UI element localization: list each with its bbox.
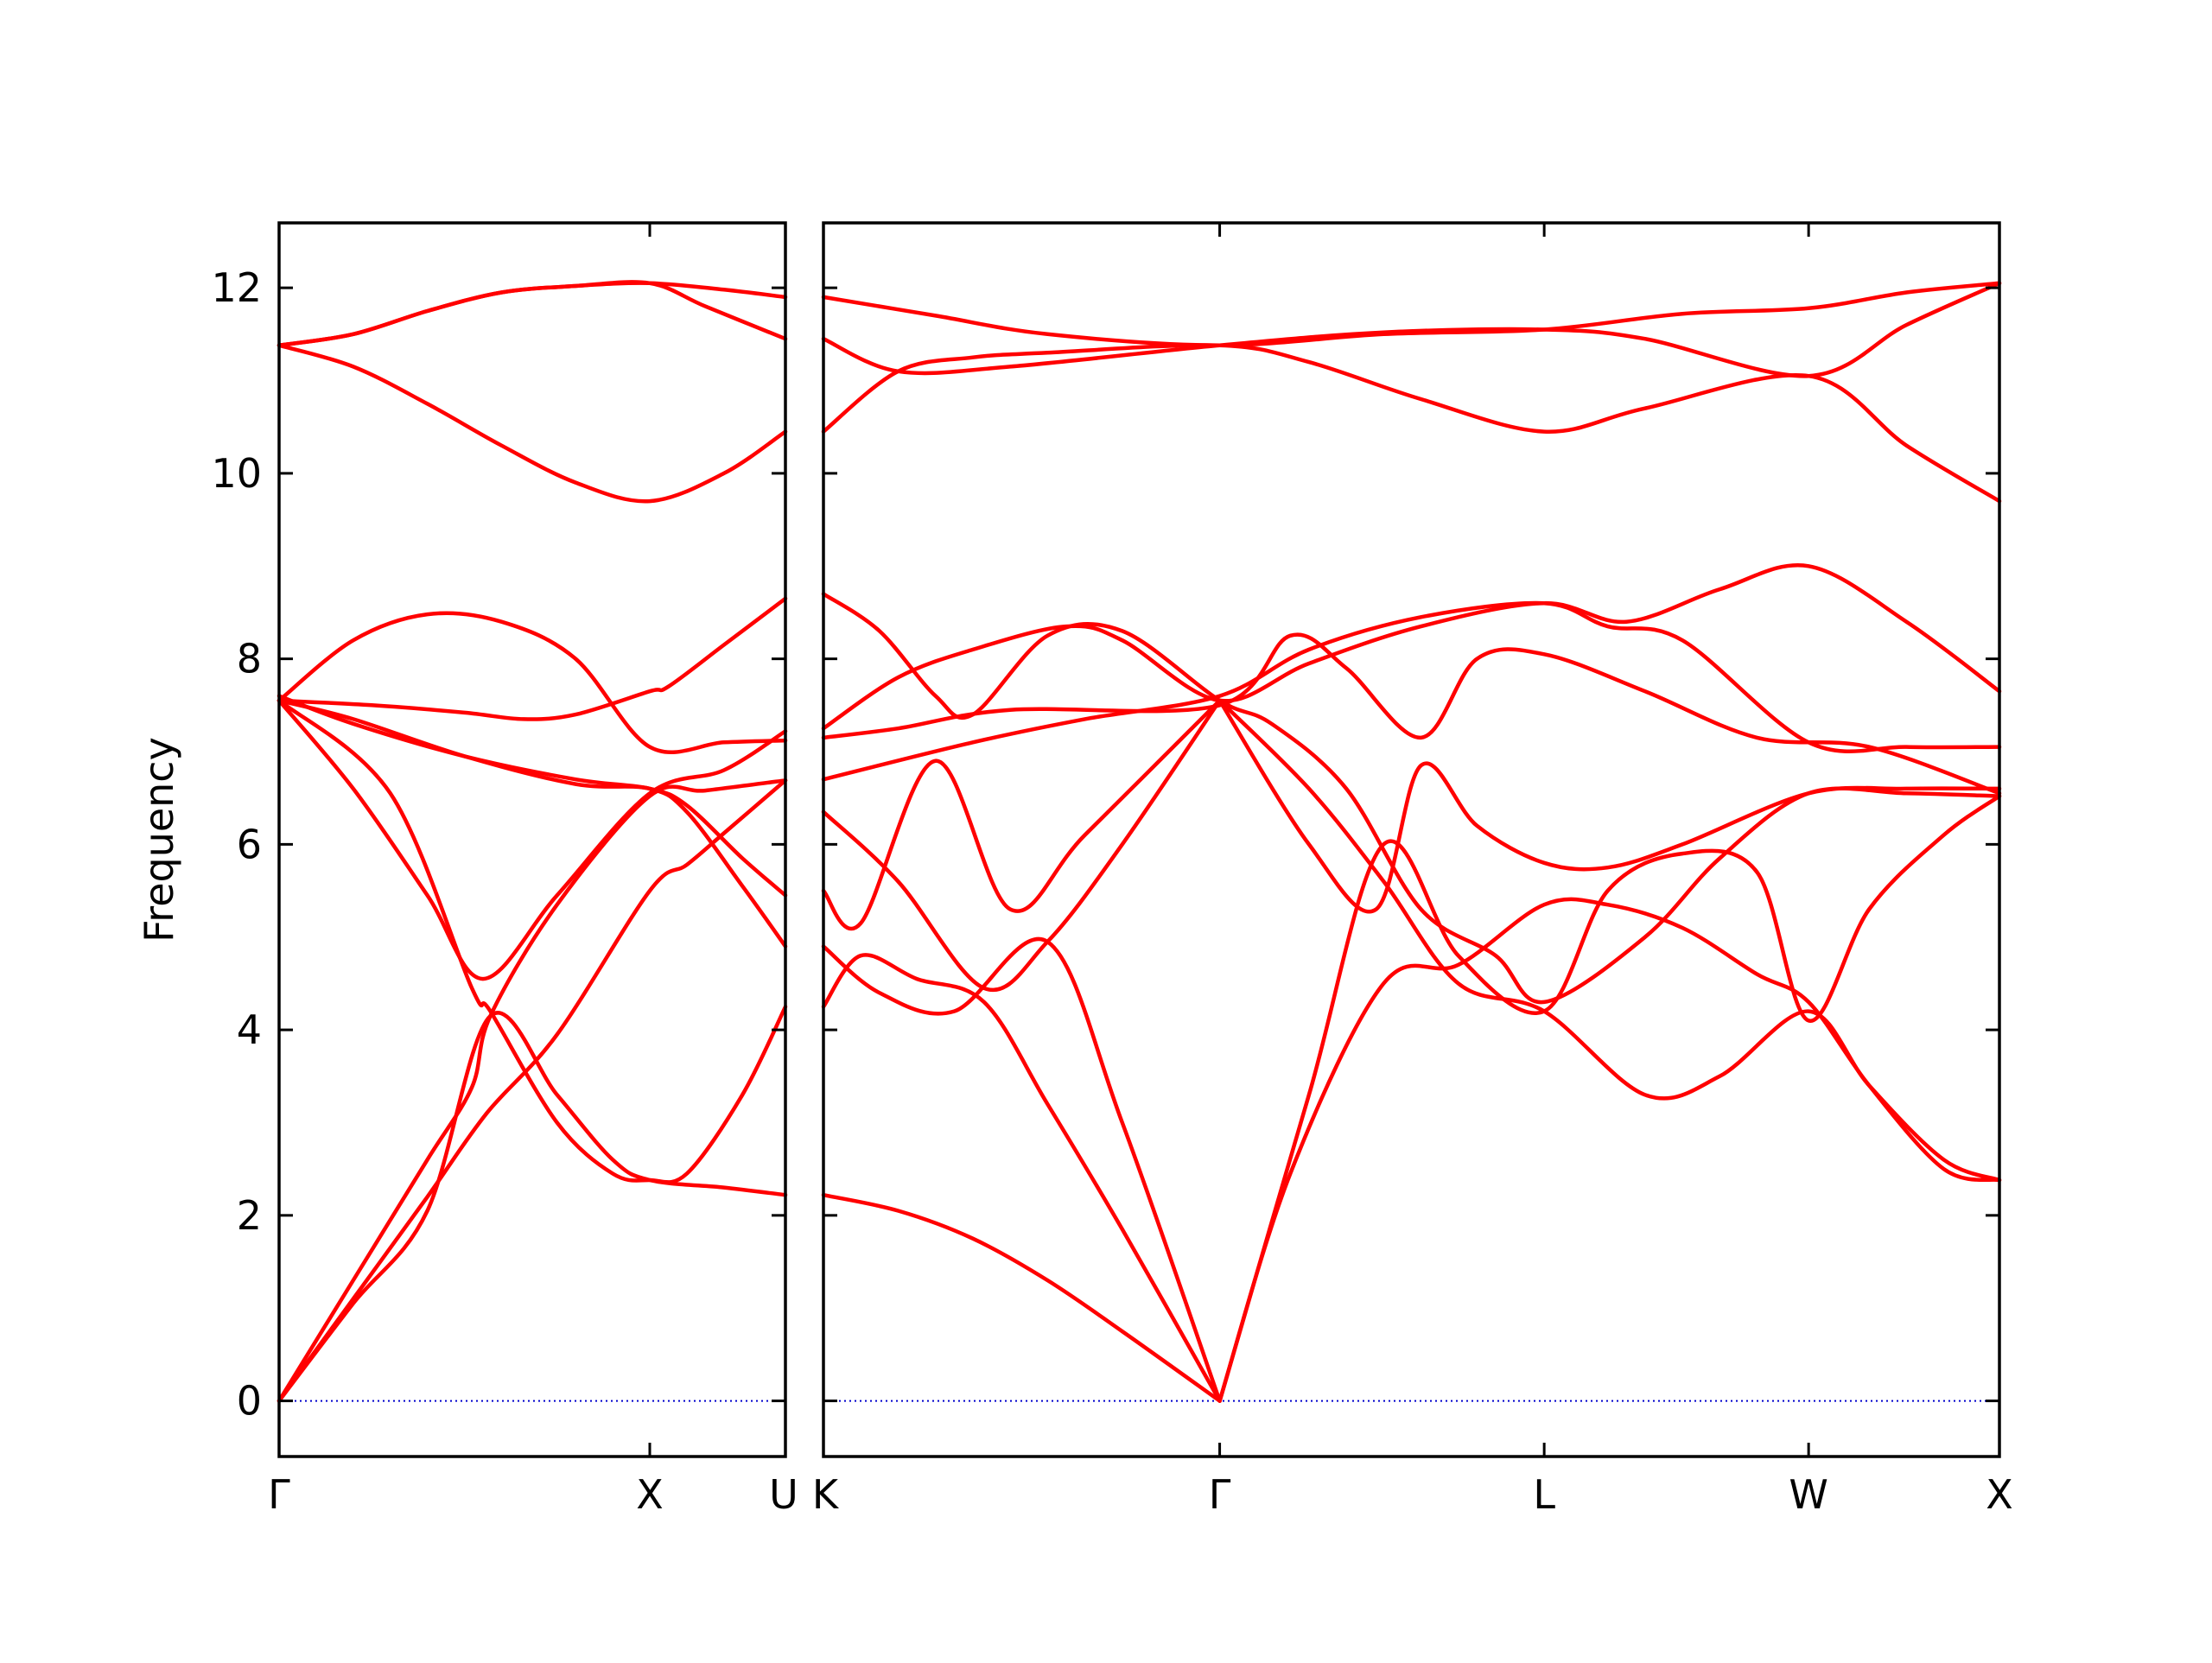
band-line-p0-s9 xyxy=(276,1011,788,1403)
y-tick-label: 12 xyxy=(211,264,262,311)
band-line-p1-s13 xyxy=(821,343,2002,504)
band-line-p0-s3 xyxy=(276,596,788,721)
y-tick-label: 2 xyxy=(237,1192,262,1239)
band-line-p1-s1 xyxy=(821,953,1222,1403)
band-line-p1-s15 xyxy=(821,281,2002,347)
y-tick-label: 10 xyxy=(211,450,262,497)
band-line-p1-s5 xyxy=(1217,698,2002,1183)
band-line-p1-s3 xyxy=(1217,794,2002,1403)
panel-frame-1 xyxy=(822,221,2001,1458)
x-tick-label: Γ xyxy=(268,1471,290,1518)
band-line-p1-s6 xyxy=(1217,698,2002,914)
x-tick-label: L xyxy=(1533,1471,1555,1518)
band-line-p0-s11 xyxy=(276,698,788,949)
band-line-p1-s10 xyxy=(821,592,2002,1005)
band-line-p1-s11 xyxy=(821,698,1222,993)
band-line-p0-s0 xyxy=(276,778,788,1403)
band-line-p1-s2 xyxy=(821,936,1222,1403)
band-line-p0-s7 xyxy=(276,280,788,347)
band-line-p0-s5 xyxy=(276,281,788,347)
panel-frame-0 xyxy=(277,221,787,1458)
x-tick-label: X xyxy=(1986,1471,2013,1518)
band-line-p0-s10 xyxy=(276,698,788,1184)
x-tick-label: W xyxy=(1789,1471,1827,1518)
x-tick-label: Γ xyxy=(1209,1471,1231,1518)
x-tick-label: X xyxy=(636,1471,664,1518)
band-line-p1-s12 xyxy=(821,698,1222,931)
x-tick-label: U xyxy=(769,1471,798,1518)
band-line-p0-s6 xyxy=(276,343,788,504)
y-axis-title: Frequency xyxy=(136,737,182,943)
band-line-p1-s0 xyxy=(821,1192,1222,1403)
y-tick-label: 6 xyxy=(237,821,262,867)
band-line-p0-s1 xyxy=(276,778,788,1403)
band-line-p1-s9 xyxy=(821,563,2002,731)
y-tick-label: 0 xyxy=(237,1378,262,1425)
band-line-p1-s14 xyxy=(821,281,2002,378)
band-line-p1-s8 xyxy=(821,632,2002,796)
x-tick-label: K xyxy=(812,1471,840,1518)
band-line-p0-s4 xyxy=(276,611,788,755)
y-tick-label: 8 xyxy=(237,636,262,682)
band-line-p0-s8 xyxy=(276,694,788,898)
band-line-p1-s4 xyxy=(1217,897,2002,1403)
band-line-p0-s2 xyxy=(276,698,788,981)
y-tick-label: 4 xyxy=(237,1006,262,1053)
